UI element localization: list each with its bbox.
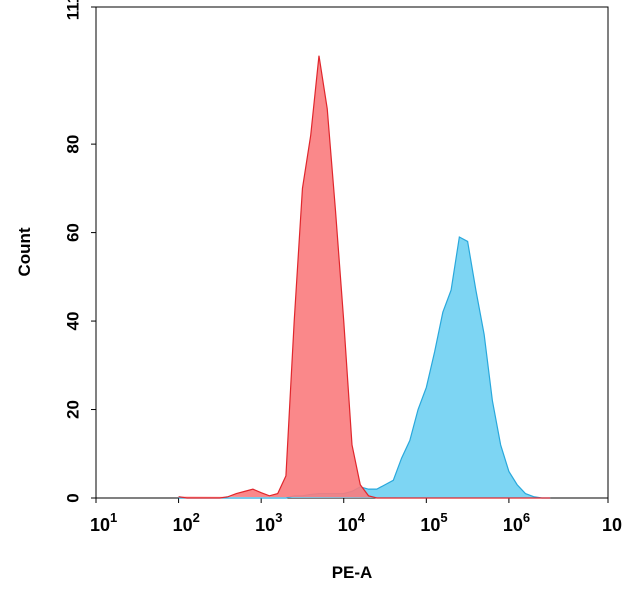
x-tick-base: 10 — [90, 515, 110, 535]
x-axis-label: PE-A — [332, 563, 373, 582]
x-tick-base: 10 — [420, 515, 440, 535]
x-tick-exponent: 4 — [358, 510, 366, 525]
y-tick-label: 0 — [63, 493, 82, 502]
histogram-area — [178, 236, 551, 499]
x-tick-label: 107.2 — [602, 510, 622, 535]
x-tick-exponent: 5 — [440, 510, 447, 525]
x-tick-label: 106 — [503, 510, 530, 535]
x-tick-base: 10 — [173, 515, 193, 535]
plot-frame — [95, 6, 609, 499]
x-tick-exponent: 6 — [523, 510, 530, 525]
y-tick-label: 80 — [63, 135, 82, 154]
x-tick-base: 10 — [255, 515, 275, 535]
x-tick-label: 104 — [338, 510, 366, 535]
x-tick-label: 101 — [90, 510, 117, 535]
y-tick-label: 20 — [63, 400, 82, 419]
x-tick-base: 10 — [338, 515, 358, 535]
x-tick-label: 102 — [173, 510, 200, 535]
x-tick-base: 10 — [602, 515, 622, 535]
x-tick-exponent: 1 — [110, 510, 117, 525]
x-tick-label: 103 — [255, 510, 282, 535]
x-tick-base: 10 — [503, 515, 523, 535]
y-tick-label: 40 — [63, 312, 82, 331]
x-tick-label: 105 — [420, 510, 447, 535]
y-tick-label: 60 — [63, 223, 82, 242]
x-tick-exponent: 3 — [275, 510, 282, 525]
histogram-area — [178, 55, 551, 499]
x-tick-exponent: 2 — [193, 510, 200, 525]
y-tick-label: 111 — [63, 0, 82, 20]
y-axis-label: Count — [15, 227, 34, 276]
